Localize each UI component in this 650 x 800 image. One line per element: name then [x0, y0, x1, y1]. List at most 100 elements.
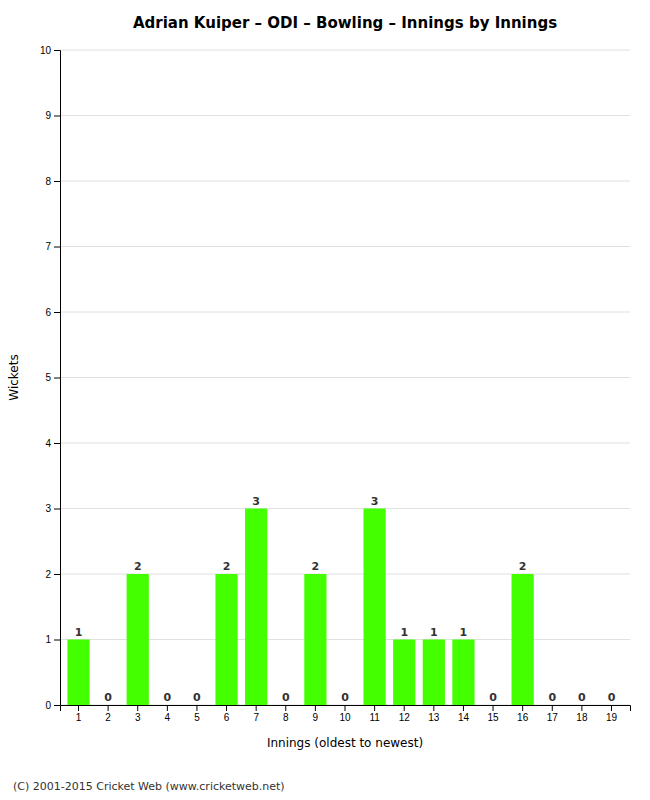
chart-svg: 0123456789101234567891011121314151617181… [0, 0, 650, 800]
y-tick-label: 6 [45, 307, 51, 318]
grid-line [60, 181, 630, 182]
y-tick: 7 [45, 241, 60, 252]
x-tick-label: 11 [369, 712, 380, 723]
x-tick-label: 12 [399, 712, 411, 723]
data-label: 2 [223, 560, 231, 573]
y-tick: 2 [45, 569, 60, 580]
x-tick: 5 [194, 705, 200, 723]
y-tick-mark [54, 443, 60, 444]
y-axis-title: Wickets [7, 354, 21, 400]
y-tick-mark [54, 181, 60, 182]
y-tick: 1 [45, 634, 60, 645]
x-tick-label: 2 [105, 712, 111, 723]
chart-container: 0123456789101234567891011121314151617181… [0, 0, 650, 800]
x-tick-mark [108, 705, 109, 711]
grid-line [60, 508, 630, 509]
y-tick-mark [54, 50, 60, 51]
bar [245, 509, 267, 706]
y-axis: 012345678910 [40, 45, 61, 711]
x-axis: 12345678910111213141516171819 [61, 705, 631, 723]
x-tick-mark [374, 705, 375, 711]
x-tick-label: 19 [606, 712, 618, 723]
x-tick: 11 [369, 705, 380, 723]
y-tick: 3 [45, 503, 60, 514]
y-tick: 5 [45, 372, 60, 383]
y-tick-label: 3 [45, 503, 51, 514]
x-tick: 18 [576, 705, 588, 723]
y-tick-label: 0 [45, 700, 51, 711]
y-tick: 8 [45, 176, 60, 187]
data-label: 1 [400, 626, 408, 639]
x-tick-label: 3 [135, 712, 141, 723]
axis-line [54, 51, 61, 706]
grid-line [60, 312, 630, 313]
y-tick-label: 1 [45, 634, 51, 645]
x-tick-label: 18 [576, 712, 588, 723]
x-tick-label: 5 [194, 712, 200, 723]
bar [571, 705, 593, 706]
x-tick-mark [256, 705, 257, 711]
x-tick-mark [226, 705, 227, 711]
x-tick: 17 [547, 705, 559, 723]
bar [423, 640, 445, 706]
x-tick-mark [196, 705, 197, 711]
y-tick: 10 [40, 45, 60, 56]
x-tick-label: 15 [487, 712, 499, 723]
x-tick: 1 [76, 705, 82, 723]
y-tick: 0 [45, 700, 60, 711]
y-tick-mark [54, 509, 60, 510]
x-tick-mark [581, 705, 582, 711]
x-tick: 4 [165, 705, 171, 723]
data-label: 0 [489, 691, 497, 704]
x-tick-label: 17 [547, 712, 559, 723]
bar [364, 509, 386, 706]
bar [275, 705, 297, 706]
x-tick-mark [285, 705, 286, 711]
x-tick: 3 [135, 705, 141, 723]
x-tick-label: 7 [253, 712, 259, 723]
y-tick-label: 10 [40, 45, 52, 56]
x-tick-mark [493, 705, 494, 711]
x-tick-mark [433, 705, 434, 711]
x-tick-label: 6 [224, 712, 230, 723]
y-tick-label: 9 [45, 110, 51, 121]
grid-line [60, 443, 630, 444]
x-tick: 7 [253, 705, 259, 723]
x-tick: 16 [517, 705, 529, 723]
x-tick-label: 13 [428, 712, 440, 723]
bar [482, 705, 504, 706]
y-tick-label: 5 [45, 372, 51, 383]
x-tick-label: 14 [458, 712, 470, 723]
title: Adrian Kuiper – ODI – Bowling – Innings … [133, 14, 557, 32]
data-label: 1 [430, 626, 438, 639]
x-tick-label: 9 [313, 712, 319, 723]
data-label: 2 [519, 560, 527, 573]
y-tick: 6 [45, 307, 60, 318]
plot-area: 0123456789101234567891011121314151617181… [40, 45, 631, 723]
bar [334, 705, 356, 706]
data-label: 3 [371, 495, 379, 508]
x-tick-mark [404, 705, 405, 711]
y-tick-label: 8 [45, 176, 51, 187]
x-tick-mark [78, 705, 79, 711]
bar [541, 705, 563, 706]
x-tick: 8 [283, 705, 289, 723]
x-tick: 14 [458, 705, 470, 723]
x-tick: 19 [606, 705, 618, 723]
x-tick-mark [345, 705, 346, 711]
x-tick: 10 [339, 705, 351, 723]
data-label: 0 [341, 691, 349, 704]
x-tick-mark [611, 705, 612, 711]
x-tick: 2 [105, 705, 111, 723]
y-tick-mark [54, 640, 60, 641]
axis-line [61, 706, 631, 712]
bar [393, 640, 415, 706]
x-tick-label: 10 [339, 712, 351, 723]
y-tick: 9 [45, 110, 60, 121]
x-tick-mark [167, 705, 168, 711]
x-tick-mark [522, 705, 523, 711]
y-tick-mark [54, 312, 60, 313]
data-label: 3 [252, 495, 260, 508]
data-label: 0 [164, 691, 172, 704]
data-label: 2 [134, 560, 142, 573]
